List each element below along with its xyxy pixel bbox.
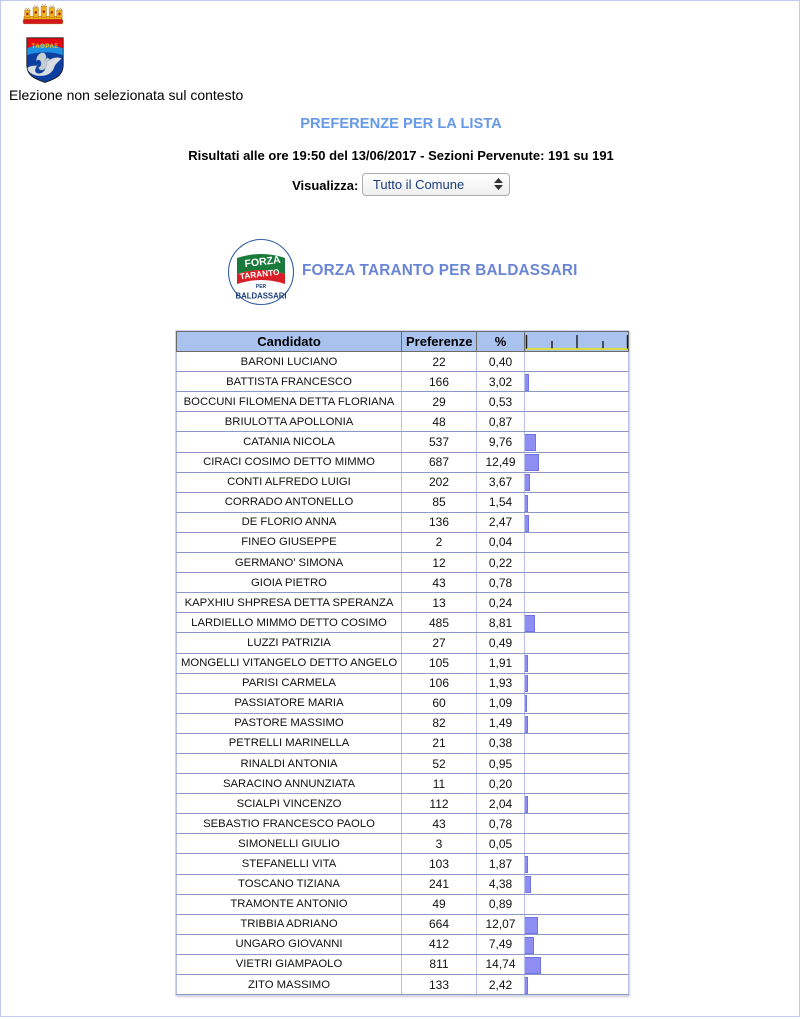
- svg-text:PER: PER: [256, 284, 267, 290]
- svg-text:TAΘPAΣ: TAΘPAΣ: [32, 43, 59, 50]
- svg-text:BALDASSARI: BALDASSARI: [235, 292, 286, 301]
